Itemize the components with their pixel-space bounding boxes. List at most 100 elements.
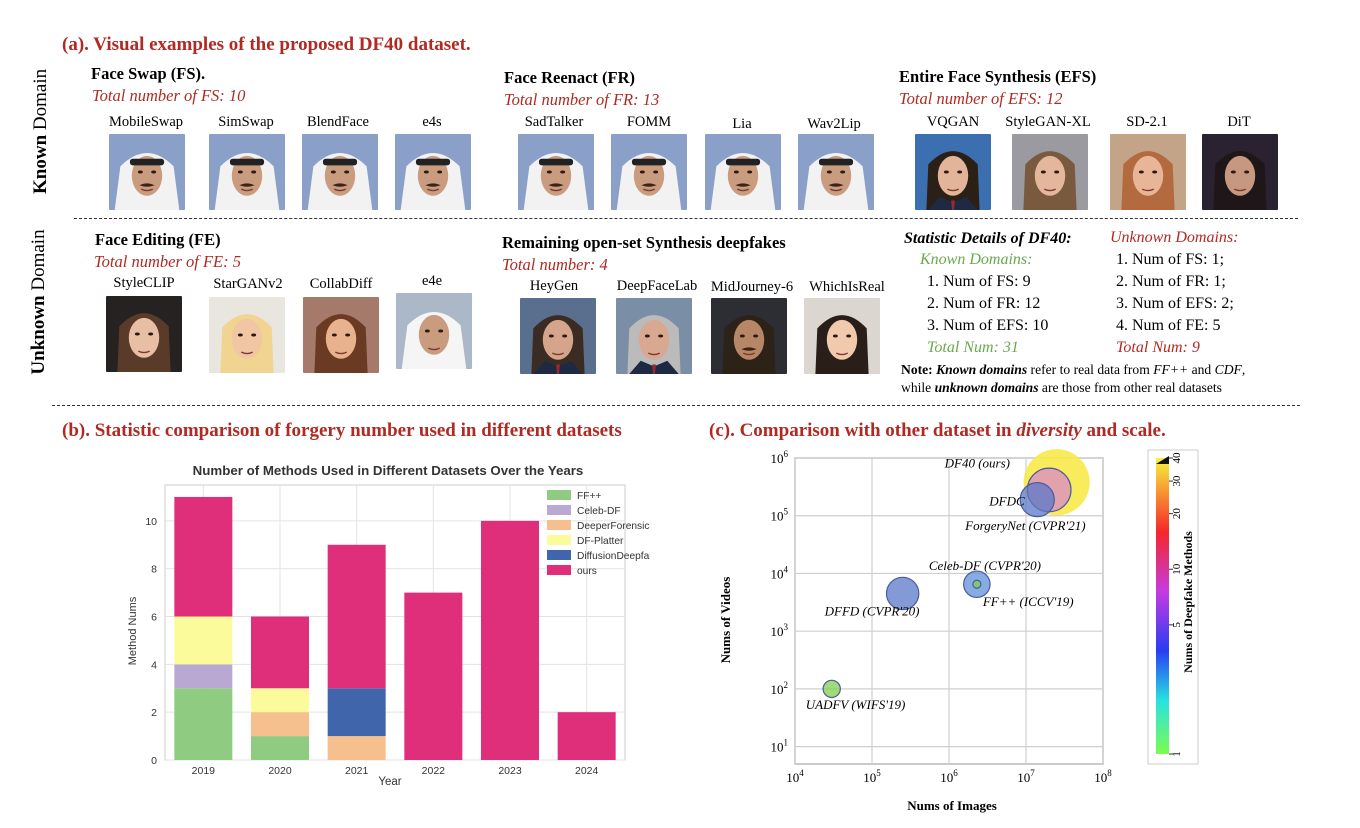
note-unknown: unknown domains xyxy=(934,380,1039,395)
bar-segment xyxy=(251,736,309,760)
domain-divider xyxy=(74,218,1298,219)
face-thumbnail xyxy=(1012,134,1088,210)
x-tick-label: 105 xyxy=(863,768,881,785)
point-label: DFFD (CVPR'20) xyxy=(824,603,920,618)
fe-title: Face Editing (FE) xyxy=(95,230,221,249)
y-tick-label: 106 xyxy=(771,449,789,466)
x-tick-label: 2023 xyxy=(498,765,522,777)
face-thumbnail xyxy=(611,134,687,210)
bar-segment xyxy=(174,616,233,665)
method-label: MobileSwap xyxy=(108,114,184,130)
unknown-word: Unknown xyxy=(28,295,49,375)
method-label: SimSwap xyxy=(218,114,274,130)
note-line-1: Note: Known domains refer to real data f… xyxy=(901,362,1245,378)
bar-segment xyxy=(174,688,233,760)
open-title: Remaining open-set Synthesis deepfakes xyxy=(502,233,786,252)
face-thumbnail xyxy=(798,134,874,210)
face-thumbnail xyxy=(518,134,594,210)
fs-title: Face Swap (FS). xyxy=(91,64,206,83)
note-while: while xyxy=(901,380,935,395)
note-rest: are those from other real datasets xyxy=(1038,380,1222,395)
legend-label: FF++ xyxy=(577,491,601,502)
bar-segment xyxy=(327,736,386,760)
legend-label: DeeperForensics xyxy=(577,521,650,532)
colorbar-tick-label: 40 xyxy=(1171,452,1183,464)
y-tick-label: 2 xyxy=(151,707,157,719)
y-tick-label: 105 xyxy=(771,507,789,524)
bar-xlabel: Year xyxy=(378,776,401,788)
y-tick-label: 0 xyxy=(151,755,157,767)
method-label: StarGANv2 xyxy=(213,276,283,292)
unknown-item: 4. Num of FE: 5 xyxy=(1116,317,1221,334)
point-label: DF40 (ours) xyxy=(944,455,1010,470)
y-tick-label: 104 xyxy=(771,564,789,581)
known-domains-header: Known Domains: xyxy=(920,251,1033,268)
method-label: FOMM xyxy=(626,114,672,130)
legend-swatch xyxy=(547,535,571,545)
note-and: and xyxy=(1188,362,1215,377)
unknown-item: 2. Num of FR: 1; xyxy=(1116,273,1226,290)
face-thumbnail xyxy=(109,134,185,210)
colorbar-tick-label: 1 xyxy=(1171,751,1183,757)
domain-word: Domain xyxy=(30,68,51,135)
method-label: e4e xyxy=(421,273,443,289)
y-tick-label: 8 xyxy=(151,564,157,576)
bar-ylabel: Method Nums xyxy=(127,596,139,665)
known-item: 1. Num of FS: 9 xyxy=(927,273,1031,290)
legend-label: DF-Platter xyxy=(577,536,624,547)
legend-label: ours xyxy=(577,566,597,577)
section-a-title: (a). Visual examples of the proposed DF4… xyxy=(62,34,471,55)
bubble xyxy=(1019,482,1055,518)
method-label: MidJourney-6 xyxy=(710,279,794,295)
point-label: FF++ (ICCV'19) xyxy=(982,594,1074,609)
legend-label: Celeb-DF xyxy=(577,506,621,517)
y-tick-label: 102 xyxy=(771,680,789,697)
section-b-title: (b). Statistic comparison of forgery num… xyxy=(62,420,622,441)
domain-word-2: Domain xyxy=(28,229,49,296)
bar-segment xyxy=(251,616,309,689)
bubble xyxy=(885,576,920,611)
unknown-domains-header: Unknown Domains: xyxy=(1110,229,1239,246)
face-thumbnail xyxy=(1202,134,1278,210)
scatter-chart: UADFV (WIFS'19) DFFD (CVPR'20) FF++ (ICCV'… xyxy=(718,449,1199,813)
face-thumbnail xyxy=(106,296,182,372)
method-label: VQGAN xyxy=(926,114,980,130)
colorbar-tick-label: 5 xyxy=(1171,622,1183,628)
x-tick-label: 2024 xyxy=(575,765,599,777)
method-label: e4s xyxy=(422,114,442,130)
note-ff: FF++ xyxy=(1153,362,1189,377)
method-label: Wav2Lip xyxy=(807,116,861,132)
x-tick-label: 107 xyxy=(1017,768,1035,785)
bubble xyxy=(822,679,841,699)
point-label: DFDC xyxy=(988,494,1025,509)
legend-swatch xyxy=(547,565,571,575)
method-label: StyleGAN-XL xyxy=(1005,114,1091,130)
face-thumbnail xyxy=(915,134,991,210)
method-label: HeyGen xyxy=(529,278,579,294)
section-divider xyxy=(52,405,1300,406)
unknown-item: 1. Num of FS: 1; xyxy=(1116,251,1225,268)
colorbar xyxy=(1156,458,1169,754)
fe-count: Total number of FE: 5 xyxy=(94,252,241,271)
bar-segment xyxy=(251,712,309,737)
open-count: Total number: 4 xyxy=(502,255,608,274)
face-thumbnail xyxy=(209,297,285,373)
point-label: Celeb-DF (CVPR'20) xyxy=(929,558,1041,573)
y-tick-label: 103 xyxy=(771,622,789,639)
efs-title: Entire Face Synthesis (EFS) xyxy=(899,67,1097,86)
face-thumbnail xyxy=(302,134,378,210)
bar-segment xyxy=(327,688,386,737)
title-c-em: diversity xyxy=(1016,420,1082,441)
x-tick-label: 106 xyxy=(940,768,958,785)
title-c-b: and scale. xyxy=(1081,420,1166,441)
face-thumbnail xyxy=(395,134,471,210)
x-tick-label: 2020 xyxy=(268,765,292,777)
known-item: 2. Num of FR: 12 xyxy=(927,295,1041,312)
method-label: WhichIsReal xyxy=(809,279,885,295)
efs-count: Total number of EFS: 12 xyxy=(899,89,1063,108)
method-label: DeepFaceLab xyxy=(616,278,698,294)
colorbar-extend-arrow xyxy=(1156,456,1169,464)
bar-segment xyxy=(174,496,233,617)
known-word: Known xyxy=(30,134,51,194)
bar-segment xyxy=(404,592,463,760)
